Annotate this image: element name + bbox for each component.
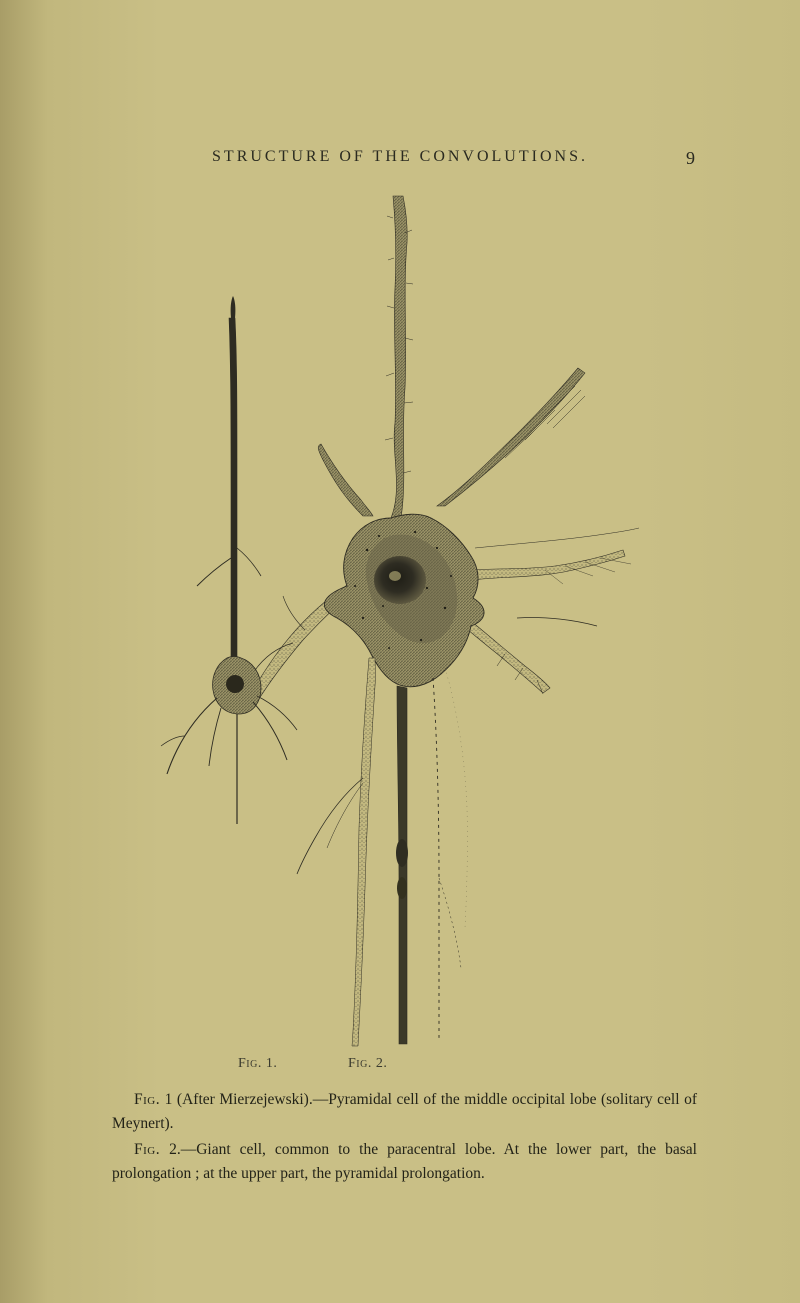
caption-para-2: Fig. 2.—Giant cell, common to the parace…: [112, 1138, 697, 1186]
caption: Fig. 1 (After Mierzejewski).—Pyramidal c…: [112, 1088, 697, 1188]
figure-neuron-illustration: [145, 188, 655, 1058]
figure-label-2: Fig. 2.: [348, 1056, 387, 1072]
running-header: STRUCTURE OF THE CONVOLUTIONS.: [0, 148, 800, 166]
page-number: 9: [686, 148, 695, 169]
fig2-soma: [324, 514, 484, 687]
fig2-apical-dendrite: [385, 196, 413, 518]
caption-2-body: 2.—Giant cell, common to the paracentral…: [112, 1141, 697, 1182]
caption-2-lead: Fig.: [134, 1141, 160, 1158]
fig2-dendrite-e: [471, 550, 631, 584]
fig2-hair-right: [475, 528, 639, 548]
fig1-cell: [161, 296, 297, 824]
caption-para-1: Fig. 1 (After Mierzejewski).—Pyramidal c…: [112, 1088, 697, 1136]
page: STRUCTURE OF THE CONVOLUTIONS. 9: [0, 0, 800, 1303]
fig2-dendrite-ne: [437, 368, 585, 506]
fig2-dendrite-nw: [318, 444, 373, 516]
caption-1-lead: Fig.: [134, 1091, 160, 1108]
figure-label-1: Fig. 1.: [238, 1056, 277, 1072]
fig2-basal-dendrites: [297, 658, 467, 1046]
caption-1-body: 1 (After Mierzejewski).—Pyramidal cell o…: [112, 1091, 697, 1132]
running-title: STRUCTURE OF THE CONVOLUTIONS.: [212, 148, 588, 166]
neuron-svg: [145, 188, 655, 1058]
